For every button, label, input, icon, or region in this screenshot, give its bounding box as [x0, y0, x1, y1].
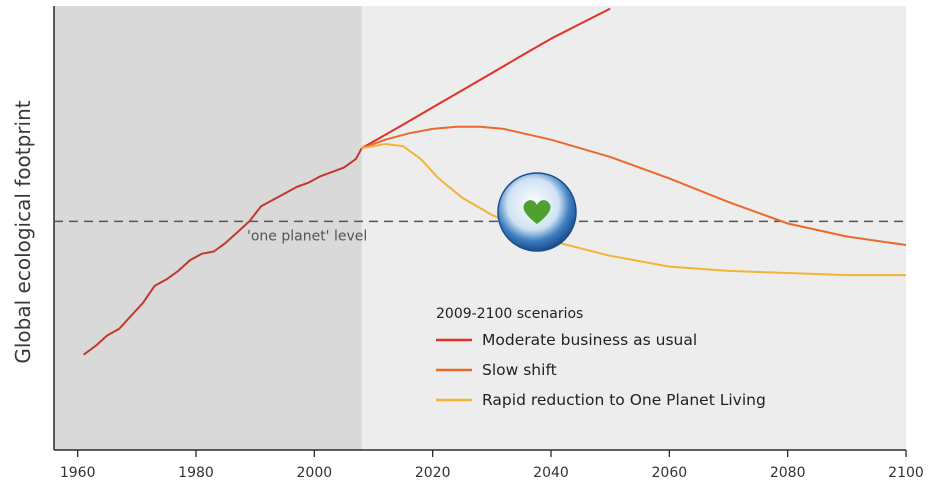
- history-line: [83, 147, 363, 356]
- legend-title: 2009-2100 scenarios: [436, 306, 583, 322]
- x-tick-label-2100: 2100: [888, 465, 924, 481]
- historical-shade: [54, 6, 362, 450]
- legend: 2009-2100 scenarios Moderate business as…: [436, 306, 766, 409]
- legend-label-3: Rapid reduction to One Planet Living: [482, 391, 766, 409]
- legend-label-2: Slow shift: [482, 361, 557, 379]
- legend-label-1: Moderate business as usual: [482, 331, 697, 349]
- x-tick-label-2000: 2000: [297, 465, 333, 481]
- x-tick-label-2020: 2020: [415, 465, 451, 481]
- x-tick-label-2060: 2060: [652, 465, 688, 481]
- moderate-business-line: [361, 7, 611, 150]
- y-axis-label: Global ecological footprint: [11, 100, 35, 363]
- heart-globe-icon: [497, 172, 577, 252]
- x-tick-label-1980: 1980: [178, 465, 214, 481]
- series-lines: [83, 7, 907, 356]
- x-tick-label-2080: 2080: [770, 465, 806, 481]
- x-tick-label-2040: 2040: [533, 465, 569, 481]
- x-tick-label-1960: 1960: [60, 465, 96, 481]
- threshold-group: 'one planet' level: [54, 220, 906, 244]
- x-axis-ticks: 1960 1980 2000 2020 2040 2060 2080 2100: [60, 450, 924, 481]
- slow-shift-line: [361, 125, 907, 246]
- one-planet-threshold-label: 'one planet' level: [247, 228, 367, 244]
